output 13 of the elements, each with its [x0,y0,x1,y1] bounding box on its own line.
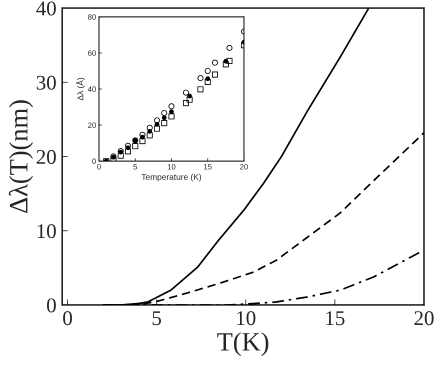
x-tick-label: 10 [237,311,256,326]
x-tick-label: 0 [63,311,72,326]
x-tick-label: 20 [414,311,434,326]
y-axis-title: Δλ(T)(nm) [8,100,34,213]
x-tick-label: 5 [152,311,162,326]
y-axis-title: Δλ (Å) [76,78,85,100]
y-tick-label: 0 [47,298,56,312]
y-tick-label: 30 [36,76,56,90]
y-tick-label: 40 [36,1,56,16]
x-axis-title: T(K) [217,332,268,356]
y-tick-label: 10 [38,224,56,238]
x-axis-title: Temperature (K) [142,174,202,182]
x-tick-label: 15 [326,311,344,326]
